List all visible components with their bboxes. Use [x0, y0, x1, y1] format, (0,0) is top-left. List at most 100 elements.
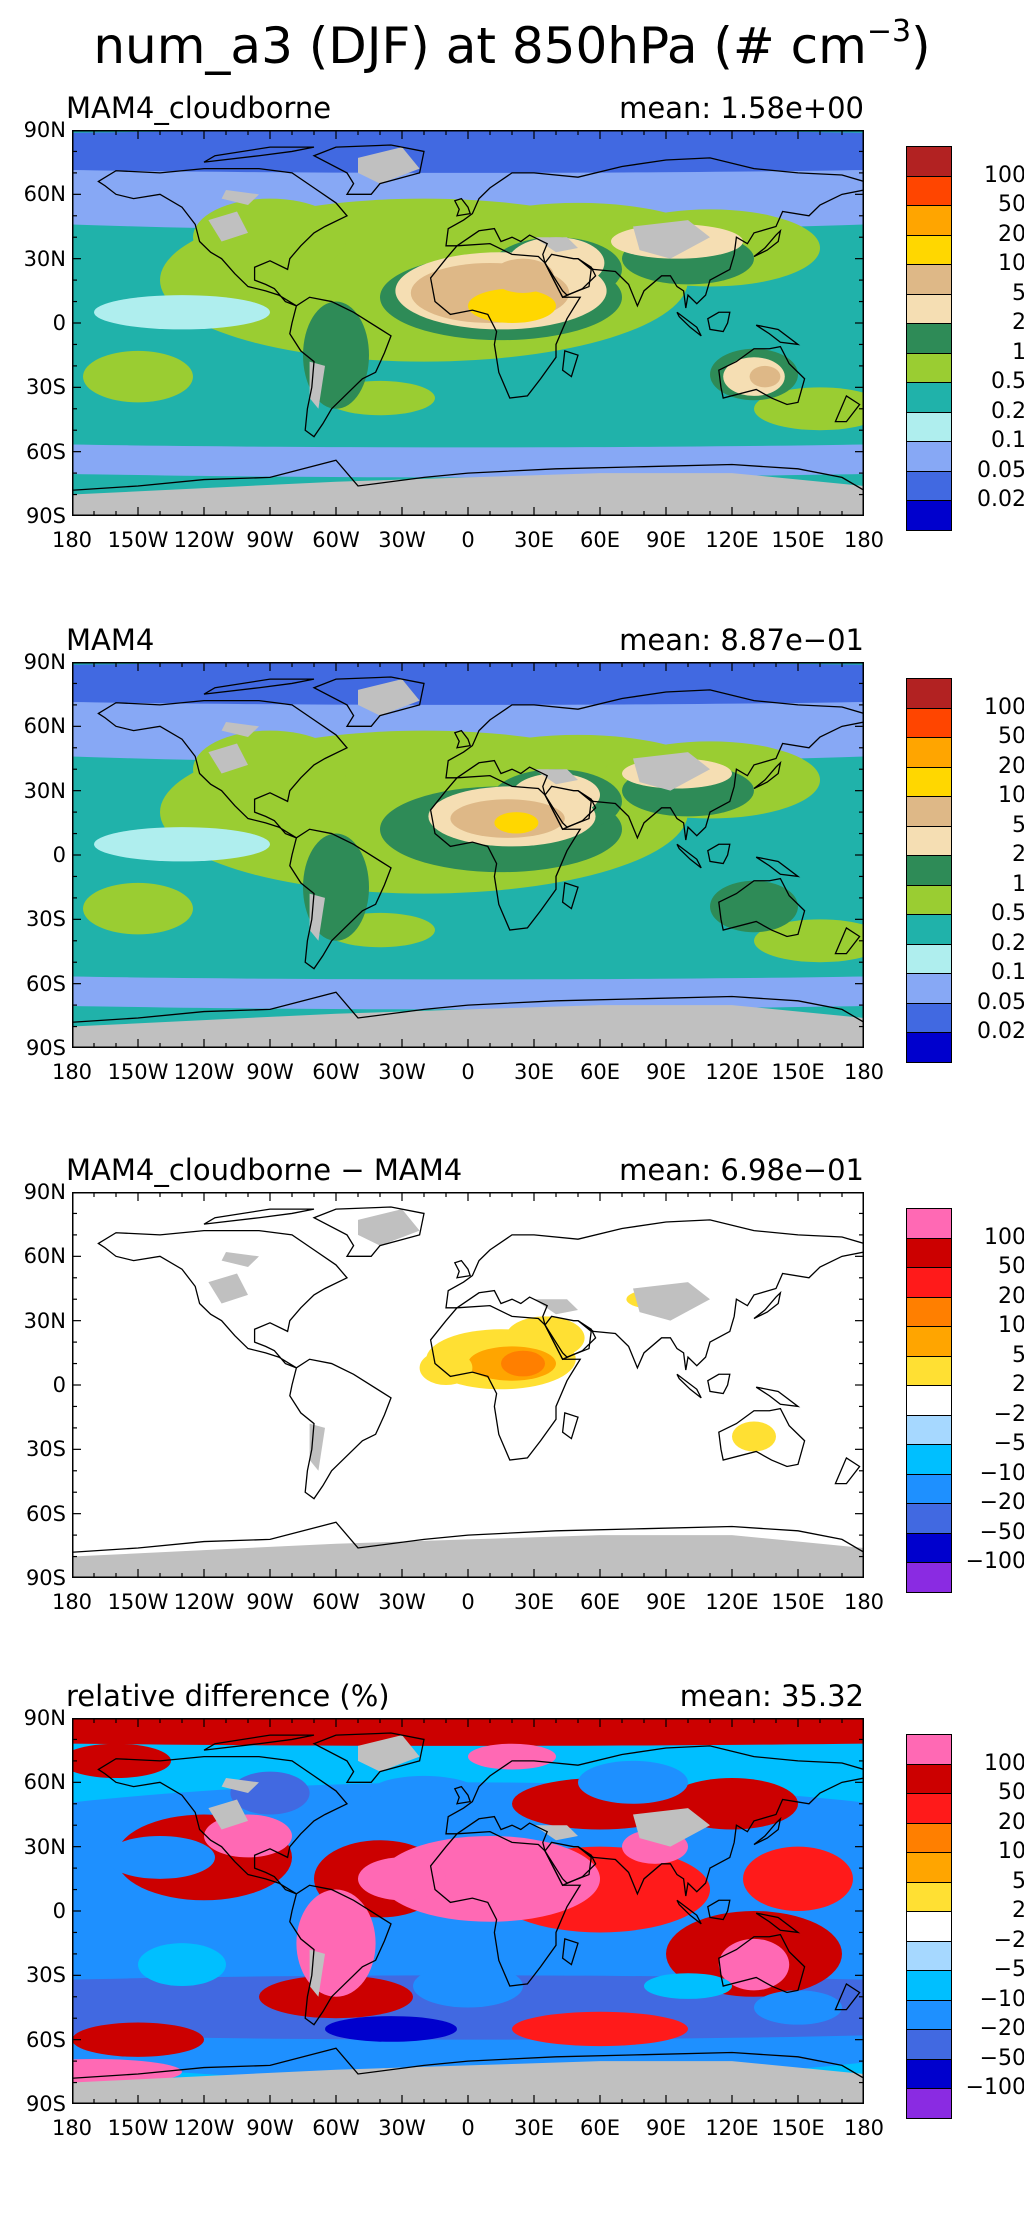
colorbar-label: 1 — [1012, 871, 1024, 897]
lon-tick-label: 60W — [312, 2116, 360, 2140]
lon-tick-label: 120E — [705, 528, 759, 552]
field-contour — [72, 2022, 204, 2057]
colorbar-label: 5 — [1012, 812, 1024, 838]
field-contour — [83, 882, 193, 935]
colorbar-swatch — [906, 382, 952, 413]
lon-tick-label: 90E — [646, 528, 686, 552]
missing-region — [208, 1799, 248, 1830]
colorbar-swatch — [906, 1326, 952, 1357]
lat-tick-label: 90S — [25, 504, 66, 528]
mean-label: mean: — [679, 1679, 772, 1713]
lon-tick-label: 90W — [246, 1060, 294, 1084]
coastline — [561, 1412, 579, 1440]
missing-region — [358, 1209, 420, 1246]
map-panel: MAM4_cloudborne − MAM4 mean: 6.98e−01 90N 6… — [0, 1150, 1024, 1690]
field-contour — [72, 662, 864, 705]
lon-tick-label: 60E — [580, 2116, 620, 2140]
colorbar-label: −2 — [993, 1401, 1024, 1427]
lon-tick-label: 60E — [580, 1060, 620, 1084]
lon-tick-label: 180 — [843, 1060, 885, 1084]
colorbar-label: 10 — [998, 783, 1024, 808]
missing-region — [534, 237, 578, 253]
colorbar-swatch — [906, 1970, 952, 2001]
colorbar-label: 20 — [998, 1283, 1024, 1309]
field-contour — [72, 936, 864, 980]
coastline — [203, 1734, 315, 1751]
colorbar-swatch — [906, 678, 952, 709]
lon-tick-label: 90E — [646, 1060, 686, 1084]
lat-tick-label: 60N — [23, 714, 66, 739]
colorbar-swatch — [906, 1940, 952, 1971]
map-svg — [72, 662, 864, 1048]
lat-tick-label: 90N — [23, 118, 66, 142]
mean-value: 1.58e+00 — [720, 91, 864, 125]
lat-tick-label: 90S — [25, 1566, 66, 1590]
lat-tick-label: 90N — [23, 650, 66, 674]
coastline — [834, 394, 861, 423]
lat-tick-label: 60S — [25, 2027, 66, 2052]
field-contour — [83, 350, 193, 403]
colorbar-swatch — [906, 884, 952, 915]
colorbar-label: 2 — [1012, 1898, 1024, 1923]
map-area — [72, 130, 864, 516]
lon-tick-label: 30E — [514, 528, 554, 552]
panel-title: MAM4_cloudborne − MAM4 — [66, 1153, 463, 1187]
lon-tick-label: 120W — [173, 2116, 235, 2140]
lon-tick-label: 120W — [173, 528, 235, 552]
missing-region — [72, 1535, 864, 1578]
colorbar-swatch — [906, 2029, 952, 2060]
colorbar-swatch — [906, 796, 952, 827]
colorbar-label: 0.02 — [977, 487, 1024, 512]
lon-tick-label: 150W — [107, 1590, 169, 1614]
field-contour — [494, 812, 539, 834]
lon-tick-label: 120W — [173, 1590, 235, 1614]
coastline — [97, 1755, 349, 1895]
lon-tick-label: 150E — [771, 1590, 825, 1614]
lon-tick-label: 120E — [705, 1060, 759, 1084]
lat-tick-label: 30N — [23, 246, 66, 271]
lat-tick-label: 30S — [25, 375, 66, 400]
coastline — [203, 1208, 315, 1225]
coastline — [429, 774, 582, 931]
coastline — [755, 856, 801, 878]
lon-tick-label: 30W — [378, 1060, 426, 1084]
coastline — [561, 1938, 579, 1966]
lat-tick-label: 0 — [52, 1373, 66, 1397]
lon-tick-label: 180 — [843, 2116, 885, 2140]
missing-region — [358, 147, 420, 184]
missing-region — [221, 190, 259, 206]
coastline — [312, 144, 425, 195]
lat-tick-label: 90S — [25, 2092, 66, 2116]
mean-value: 6.98e−01 — [720, 1153, 864, 1187]
missing-region — [534, 769, 578, 785]
lon-tick-label: 60W — [312, 528, 360, 552]
lat-tick-label: 30N — [23, 778, 66, 803]
colorbar-label: −100 — [965, 2075, 1024, 2100]
panel-mean: mean: 1.58e+00 — [619, 88, 864, 128]
colorbar-swatch — [906, 146, 952, 177]
colorbar-label: 50 — [998, 1780, 1024, 1805]
field-contour — [666, 1778, 798, 1830]
colorbar-swatch — [906, 175, 952, 206]
colorbar-swatch — [906, 737, 952, 768]
coastline — [72, 1521, 864, 1578]
coastline — [707, 1899, 731, 1921]
colorbar-label: 5 — [1012, 1342, 1024, 1368]
missing-region — [633, 1282, 710, 1321]
colorbar-label: 0.05 — [977, 989, 1024, 1015]
lat-tick-label: 30N — [23, 1308, 66, 1333]
coastline — [445, 1745, 864, 1897]
lon-tick-label: 90E — [646, 1590, 686, 1614]
coastline — [707, 311, 731, 333]
colorbar-label: 100 — [984, 1750, 1024, 1776]
coastline — [718, 877, 806, 938]
coastline — [453, 197, 472, 217]
mean-value: 8.87e−01 — [720, 623, 864, 657]
coastline — [453, 1785, 472, 1805]
coastline — [718, 345, 806, 406]
field-contour — [72, 404, 864, 448]
colorbar-label: −20 — [979, 1490, 1024, 1515]
lon-tick-label: 150W — [107, 1060, 169, 1084]
lon-tick-label: 0 — [461, 2116, 475, 2140]
mean-label: mean: — [619, 91, 712, 125]
